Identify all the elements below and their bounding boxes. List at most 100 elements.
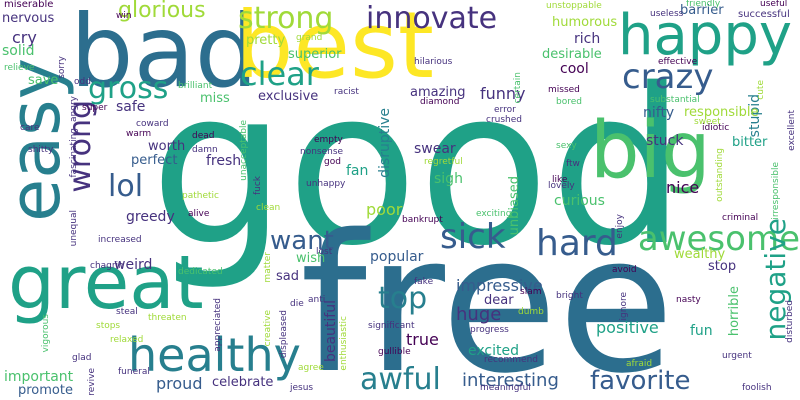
word-strong: strong: [238, 1, 334, 36]
word-nonsense: nonsense: [300, 147, 344, 157]
word-fun: fun: [690, 323, 713, 339]
word-jesus: jesus: [290, 383, 314, 393]
word-best: best: [235, 0, 435, 99]
word-empty: empty: [314, 135, 343, 145]
word-outstanding: outstanding: [715, 148, 725, 202]
word-beautiful: beautiful: [323, 300, 339, 363]
word-funny: funny: [480, 84, 526, 103]
word-glorious: glorious: [118, 0, 206, 23]
word-nasty: nasty: [676, 295, 701, 305]
word-grand: grand: [296, 33, 323, 43]
word-funeral: funeral: [118, 367, 150, 377]
word-sad: sad: [276, 269, 299, 284]
word-nifty: nifty: [643, 105, 675, 121]
word-vigorous: vigorous: [41, 314, 51, 353]
word-steal: steal: [116, 307, 138, 317]
word-stops: stops: [96, 321, 121, 331]
word-proud: proud: [156, 374, 203, 393]
word-humorous: humorous: [552, 15, 618, 30]
word-wish: wish: [296, 251, 326, 266]
word-dedicated: dedicated: [178, 267, 223, 277]
word-unequal: unequal: [69, 210, 79, 247]
word-warm: warm: [126, 129, 152, 139]
word-gross: gross: [88, 71, 169, 106]
word-weird: weird: [114, 257, 153, 273]
word-save: save: [28, 73, 59, 88]
word-shitty: shitty: [28, 145, 54, 155]
word-afraid: afraid: [626, 359, 653, 369]
word-damn: damn: [192, 145, 218, 155]
word-barrier: barrier: [680, 3, 724, 18]
word-foolish: foolish: [742, 383, 772, 393]
word-sexy: sexy: [556, 141, 577, 151]
word-miserable: miserable: [4, 0, 54, 10]
word-super: super: [82, 103, 108, 113]
word-solid: solid: [2, 43, 35, 59]
word-cute: cute: [756, 80, 766, 100]
word-sick: sick: [440, 217, 506, 257]
word-disturbed: disturbed: [785, 300, 795, 343]
word-desirable: desirable: [542, 47, 602, 62]
word-pathetic: pathetic: [182, 191, 219, 201]
word-bright: bright: [556, 291, 583, 301]
word-worth: worth: [148, 139, 186, 154]
word-fascinating: fascinating: [69, 128, 79, 178]
word-healthy: healthy: [128, 328, 301, 382]
word-increased: increased: [98, 235, 142, 245]
word-awesome: awesome: [637, 219, 800, 259]
word-poor: poor: [366, 200, 403, 219]
word-threaten: threaten: [148, 313, 187, 323]
word-impressive: impressive: [456, 276, 543, 295]
word-superior: superior: [288, 47, 342, 62]
word-useful: useful: [760, 0, 788, 9]
word-greedy: greedy: [126, 209, 175, 225]
word-big: big: [590, 106, 711, 196]
word-disruptive: disruptive: [377, 108, 393, 178]
word-good: good: [150, 42, 687, 293]
word-happy: happy: [618, 3, 793, 68]
word-care: care: [20, 123, 40, 133]
word-fan: fan: [346, 163, 369, 179]
word-racist: racist: [334, 87, 359, 97]
word-substantial: substantial: [650, 95, 700, 105]
word-stuck: stuck: [646, 133, 684, 149]
word-god: god: [324, 157, 341, 167]
word-safe: safe: [116, 99, 146, 115]
word-clear: clear: [240, 55, 319, 93]
word-matter: matter: [263, 252, 273, 283]
word-gullible: gullible: [378, 347, 411, 357]
word-certain: certain: [513, 72, 523, 104]
word-favorite: favorite: [590, 366, 691, 396]
word-horrible: horrible: [727, 286, 742, 337]
word-want: want: [270, 226, 334, 256]
word-relaxed: relaxed: [110, 335, 144, 345]
word-cry: cry: [12, 28, 37, 47]
word-promote: promote: [18, 383, 73, 398]
word-crushed: crushed: [486, 115, 522, 125]
word-meaningful: meaningful: [480, 383, 531, 393]
word-regretful: regretful: [424, 157, 463, 167]
word-unstoppable: unstoppable: [546, 1, 602, 11]
word-criminal: criminal: [722, 213, 759, 223]
word-free: free: [300, 194, 675, 400]
word-missed: missed: [548, 85, 580, 95]
word-swear: swear: [414, 141, 456, 157]
word-pretty: pretty: [246, 33, 286, 48]
word-unhappy: unhappy: [306, 179, 346, 189]
word-curious: curious: [554, 193, 605, 209]
word-coward: coward: [136, 119, 169, 129]
word-dear: dear: [484, 293, 514, 308]
word-fake: fake: [414, 277, 434, 287]
word-exclusive: exclusive: [258, 89, 319, 104]
word-glad: glad: [72, 353, 92, 363]
word-responsible: responsible: [684, 105, 759, 120]
word-die: die: [290, 299, 304, 309]
word-enthusiastic: enthusiastic: [339, 316, 349, 371]
word-anti: anti: [308, 295, 326, 305]
word-slam: slam: [520, 287, 542, 297]
word-top: top: [378, 281, 428, 316]
word-awful: awful: [360, 362, 441, 397]
word-wealthy: wealthy: [674, 247, 726, 262]
word-enjoy: enjoy: [615, 214, 625, 239]
